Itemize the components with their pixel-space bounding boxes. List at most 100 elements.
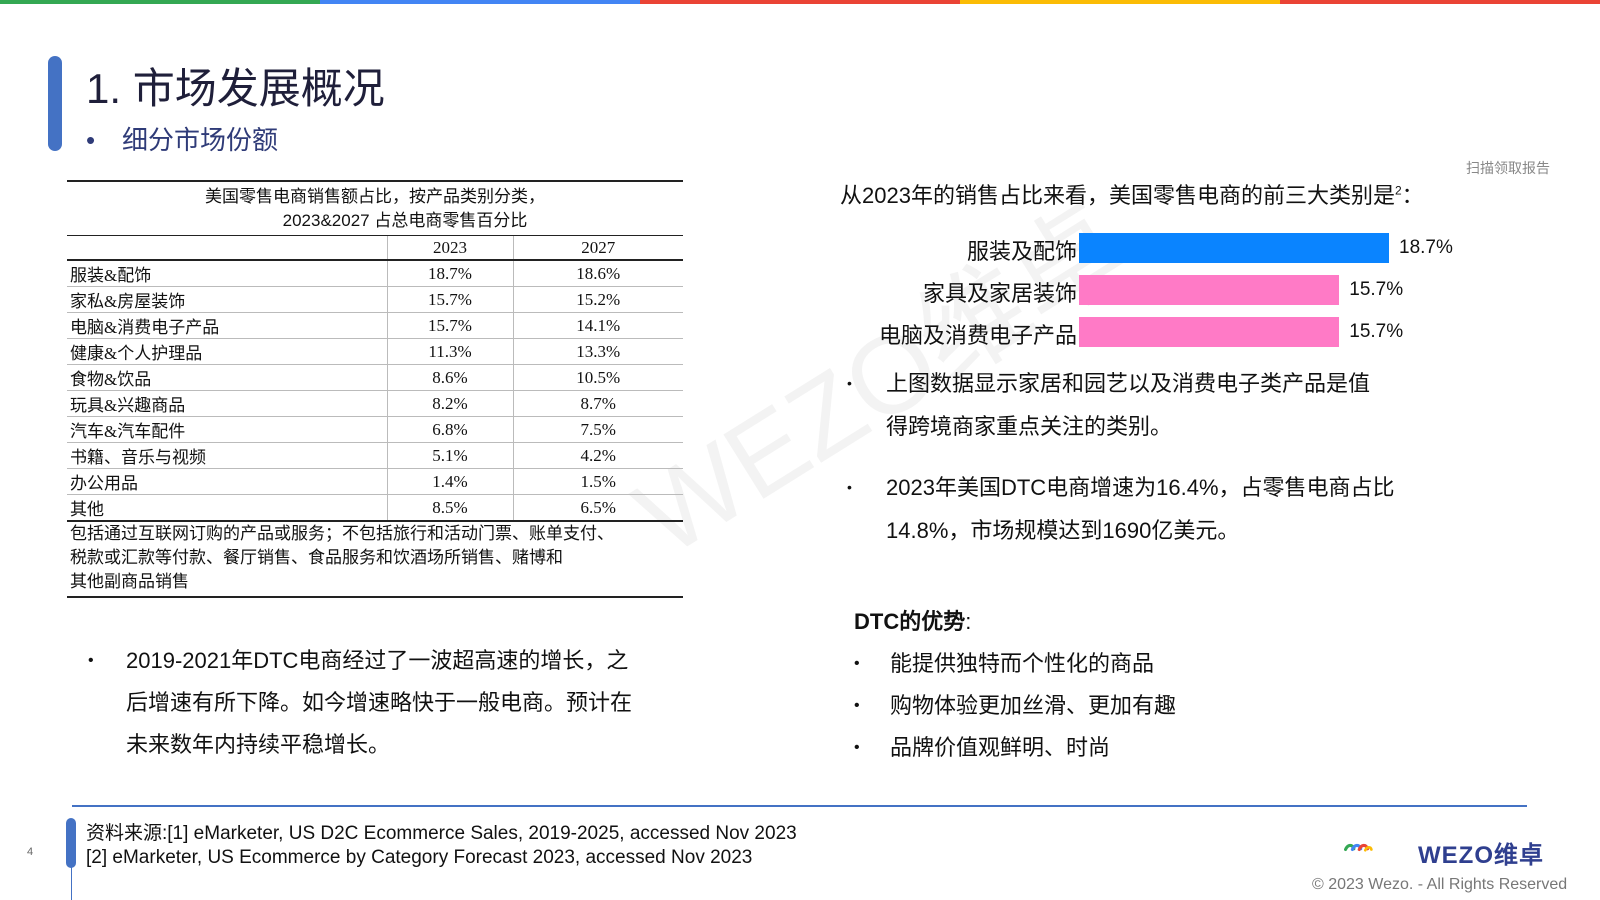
table-cell-category: 食物&饮品 [67, 364, 387, 391]
table-cell-2027: 6.5% [512, 494, 683, 522]
table-cell-2023: 15.7% [386, 312, 513, 339]
table-cell-2023: 8.5% [386, 494, 513, 522]
top-bar-segment [0, 0, 320, 4]
bar [1079, 275, 1340, 305]
bullet-line: 后增速有所下降。如今增速略快于一般电商。预计在 [126, 690, 633, 715]
dtc-title-text: DTC的优势 [854, 609, 966, 634]
list-item-text: 能提供独特而个性化的商品 [890, 651, 1155, 676]
bar-value-label: 18.7% [1399, 237, 1453, 258]
table-cell-2023: 8.2% [386, 390, 513, 417]
bullet-line: 上图数据显示家居和园艺以及消费电子类产品是值 [886, 371, 1371, 396]
footer-accent-bar [66, 818, 76, 868]
logo-text: WEZO维卓 [1418, 842, 1544, 869]
table-caption: 美国零售电商销售额占比，按产品类别分类， 2023&2027 占总电商零售百分比 [67, 180, 683, 236]
bullet-dot: • [88, 652, 94, 669]
table-cell-2027: 14.1% [512, 312, 683, 339]
table-cell-2027: 13.3% [512, 338, 683, 365]
bullet-line: 14.8%，市场规模达到1690亿美元。 [886, 518, 1240, 543]
chart-intro: 从2023年的销售占比来看，美国零售电商的前三大类别是2： [840, 178, 1424, 210]
list-item-text: 品牌价值观鲜明、时尚 [890, 735, 1111, 760]
data-table: 2023 2027 服装&配饰 18.7% 18.6% 家私&房屋装饰 15.7% 15… [67, 236, 683, 522]
wezo-logo-icon [1344, 843, 1373, 852]
bullet-line: 得跨境商家重点关注的类别。 [886, 414, 1173, 439]
table-row: 其他 8.5% 6.5% [67, 494, 683, 522]
table-cell-category: 健康&个人护理品 [67, 338, 387, 365]
table-cell-2023: 6.8% [386, 416, 513, 443]
table-cell-2023: 5.1% [386, 442, 513, 469]
title-accent-bar [48, 56, 62, 151]
table-footnote: 包括通过互联网订购的产品或服务；不包括旅行和活动门票、账单支付、 税款或汇款等付… [67, 522, 683, 598]
sources: 资料来源:[1] eMarketer, US D2C Ecommerce Sal… [86, 822, 797, 870]
table-cell-2027: 4.2% [512, 442, 683, 469]
bullet-dot: • [847, 375, 852, 391]
table-cell-2023: 1.4% [386, 468, 513, 495]
chart-intro-end: ： [1401, 183, 1424, 208]
bullet-dot: • [854, 739, 860, 756]
table-cell-2023: 15.7% [386, 286, 513, 313]
table-row: 电脑&消费电子产品 15.7% 14.1% [67, 312, 683, 339]
table-cell-2023: 11.3% [386, 338, 513, 365]
table-row: 书籍、音乐与视频 5.1% 4.2% [67, 442, 683, 469]
top-bar-segment [640, 0, 960, 4]
bar-category-label: 电脑及消费电子产品 [878, 323, 1077, 348]
table-footnote-line: 其他副商品销售 [70, 572, 189, 591]
table-cell-2027: 8.7% [512, 390, 683, 417]
footer-vertical-line [71, 866, 72, 900]
page-subtitle: • 细分市场份额 [86, 120, 278, 157]
bullet-line: 2019-2021年DTC电商经过了一波超高速的增长，之 [126, 648, 629, 673]
table-row: 健康&个人护理品 11.3% 13.3% [67, 338, 683, 365]
table-row: 服装&配饰 18.7% 18.6% [67, 260, 683, 287]
subtitle-bullet: • [86, 125, 96, 155]
table-cell-category: 汽车&汽车配件 [67, 416, 387, 443]
table-cell-2027: 18.6% [512, 260, 683, 287]
table-header-cell [67, 236, 387, 261]
table-row: 办公用品 1.4% 1.5% [67, 468, 683, 495]
table-cell-category: 办公用品 [67, 468, 387, 495]
bar-value-label: 15.7% [1349, 279, 1404, 300]
top-bar-segment [960, 0, 1280, 4]
table-footnote-line: 税款或汇款等付款、餐厅销售、食品服务和饮酒场所销售、赌博和 [70, 548, 563, 567]
category-share-table: 美国零售电商销售额占比，按产品类别分类， 2023&2027 占总电商零售百分比… [67, 180, 683, 598]
top-bar-segment [320, 0, 640, 4]
table-cell-category: 家私&房屋装饰 [67, 286, 387, 313]
source-line: 资料来源:[1] eMarketer, US D2C Ecommerce Sal… [86, 823, 797, 844]
table-footnote-line: 包括通过互联网订购的产品或服务；不包括旅行和活动门票、账单支付、 [70, 524, 614, 543]
bar-value-label: 15.7% [1349, 321, 1404, 342]
list-item: • 购物体验更加丝滑、更加有趣 [854, 685, 1176, 727]
subtitle-text: 细分市场份额 [122, 125, 279, 155]
table-row: 家私&房屋装饰 15.7% 15.2% [67, 286, 683, 313]
bullet-line: 2023年美国DTC电商增速为16.4%，占零售电商占比 [886, 475, 1395, 500]
page-number: 4 [27, 846, 34, 858]
table-cell-category: 电脑&消费电子产品 [67, 312, 387, 339]
chart-intro-text: 从2023年的销售占比来看，美国零售电商的前三大类别是 [840, 183, 1395, 208]
table-cell-2027: 7.5% [512, 416, 683, 443]
table-cell-2023: 8.6% [386, 364, 513, 391]
table-row: 玩具&兴趣商品 8.2% 8.7% [67, 390, 683, 417]
scan-report-link[interactable]: 扫描领取报告 [1466, 160, 1550, 176]
list-item: • 能提供独特而个性化的商品 [854, 643, 1176, 685]
dtc-title-suffix: : [965, 609, 972, 634]
table-cell-2027: 15.2% [512, 286, 683, 313]
dtc-advantages-list: • 能提供独特而个性化的商品 • 购物体验更加丝滑、更加有趣 • 品牌价值观鲜明、时尚 [854, 643, 1176, 769]
bullet-dot: • [847, 479, 852, 495]
copyright: © 2023 Wezo. - All Rights Reserved [1312, 876, 1568, 893]
right-bullet-2: • 2023年美国DTC电商增速为16.4%，占零售电商占比 14.8%，市场规… [847, 466, 1395, 552]
source-line: [2] eMarketer, US Ecommerce by Category … [86, 847, 753, 868]
right-bullet-1: • 上图数据显示家居和园艺以及消费电子类产品是值 得跨境商家重点关注的类别。 [847, 362, 1370, 448]
table-row: 汽车&汽车配件 6.8% 7.5% [67, 416, 683, 443]
table-cell-category: 服装&配饰 [67, 260, 387, 287]
bullet-dot: • [854, 697, 860, 714]
table-cell-2023: 18.7% [386, 260, 513, 287]
top-color-bar [0, 0, 1600, 4]
footer-divider [72, 805, 1527, 807]
table-header-row: 2023 2027 [67, 236, 683, 261]
list-item-text: 购物体验更加丝滑、更加有趣 [890, 693, 1177, 718]
bullet-line: 未来数年内持续平稳增长。 [126, 732, 391, 757]
dtc-advantages-title: DTC的优势: [854, 604, 971, 636]
bar [1079, 317, 1340, 347]
chart-intro-footnote: 2 [1394, 183, 1402, 198]
top-bar-segment [1280, 0, 1600, 4]
dtc-growth-bullet: • 2019-2021年DTC电商经过了一波超高速的增长，之 后增速有所下降。如… [88, 640, 688, 766]
bar-category-label: 家具及家居装饰 [922, 281, 1077, 306]
table-header-2023: 2023 [386, 236, 513, 261]
